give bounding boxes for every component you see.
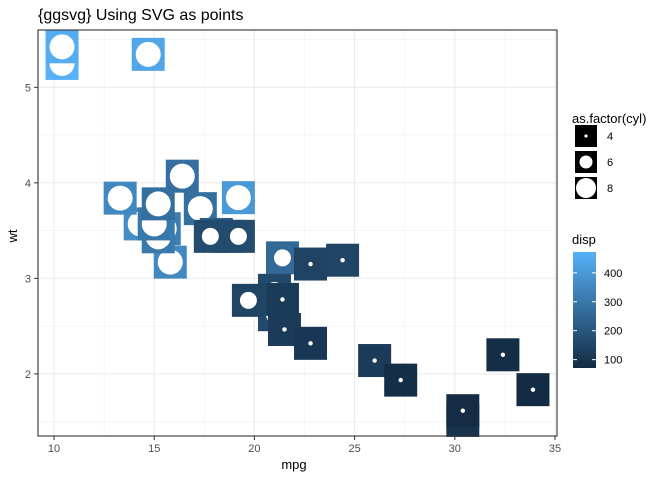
data-point (193, 219, 227, 253)
plot-panel (37, 29, 558, 437)
y-tick-label: 5 (25, 82, 31, 94)
point-circle (187, 196, 213, 222)
size-legend-title: as.factor(cyl) (572, 111, 646, 126)
panel-border (37, 29, 558, 437)
point-circle (308, 341, 313, 346)
point-circle (340, 258, 345, 263)
data-point (326, 243, 360, 277)
point-circle (273, 249, 291, 267)
legend-circle (576, 178, 596, 198)
chart-title: {ggsvg} Using SVG as points (38, 7, 243, 24)
data-point (103, 181, 137, 215)
size-legend-keys: 4 6 8 (575, 125, 613, 199)
data-point (294, 247, 328, 281)
x-tick-label: 35 (549, 443, 561, 455)
color-legend: disp 100 200 300 400 (572, 232, 622, 368)
size-legend-label: 4 (607, 131, 613, 143)
data-point (221, 219, 255, 253)
data-point (265, 241, 299, 275)
point-circle (398, 377, 403, 383)
data-point (384, 363, 418, 397)
data-point (221, 181, 255, 215)
data-point (131, 37, 165, 71)
size-legend-key-4 (575, 125, 597, 147)
data-point (265, 282, 299, 316)
point-circle (280, 297, 285, 302)
data-point (446, 394, 480, 428)
point-circle (225, 185, 251, 211)
point-circle (107, 185, 133, 211)
point-circle (530, 387, 536, 392)
point-circle (500, 352, 506, 357)
size-legend-key-6 (575, 151, 597, 173)
data-point (516, 373, 550, 407)
y-tick-label: 3 (25, 273, 31, 285)
axes: 10 15 20 25 30 35 2 3 4 5 (25, 82, 561, 455)
point-circle (49, 34, 75, 60)
color-bar-label: 400 (604, 268, 622, 280)
color-legend-title: disp (572, 232, 596, 247)
legend-circle (584, 134, 588, 138)
data-point (486, 338, 520, 372)
data-point (231, 283, 265, 317)
size-legend-key-8 (575, 177, 597, 199)
size-legend: as.factor(cyl) 4 6 8 (572, 111, 646, 199)
y-axis-label: wt (5, 229, 20, 243)
color-bar-label: 200 (604, 326, 622, 338)
legend-circle (579, 155, 593, 169)
data-point (45, 30, 79, 64)
size-legend-label: 8 (607, 183, 613, 195)
data-point (165, 159, 199, 193)
x-tick-label: 10 (48, 443, 60, 455)
color-bar (573, 252, 596, 368)
point-circle (308, 261, 313, 267)
point-circle (282, 327, 287, 332)
panel-background (38, 30, 557, 436)
y-tick-label: 2 (25, 369, 31, 381)
color-bar-label: 300 (604, 297, 622, 309)
data-points (45, 30, 550, 437)
x-tick-label: 20 (248, 443, 260, 455)
data-point (141, 187, 175, 221)
x-tick-label: 15 (148, 443, 160, 455)
point-circle (157, 249, 183, 275)
point-circle (229, 227, 247, 245)
size-legend-label: 6 (607, 157, 613, 169)
point-circle (460, 408, 466, 413)
color-bar-ticks: 100 200 300 400 (573, 268, 622, 367)
y-tick-label: 4 (25, 178, 31, 190)
point-circle (201, 227, 219, 245)
data-point (294, 326, 328, 360)
point-circle (135, 41, 161, 67)
x-tick-label: 25 (348, 443, 360, 455)
point-circle (169, 163, 195, 189)
color-bar-label: 100 (604, 355, 622, 367)
point-circle (145, 191, 171, 217)
x-axis-label: mpg (281, 457, 306, 472)
point-circle (239, 291, 257, 309)
x-tick-label: 30 (449, 443, 461, 455)
point-circle (372, 358, 377, 363)
